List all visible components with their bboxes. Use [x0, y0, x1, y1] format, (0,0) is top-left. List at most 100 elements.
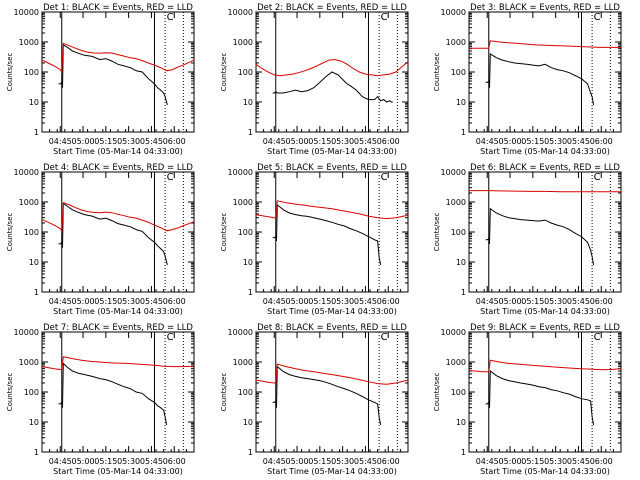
- series-lld-line: [469, 190, 621, 193]
- y-axis-label: Counts/sec: [433, 373, 441, 412]
- y-tick-label: 100: [451, 388, 466, 397]
- x-tick-label: 04:45: [49, 297, 72, 306]
- x-tick-label: 06:00: [163, 457, 186, 466]
- x-tick-label: 06:00: [590, 297, 613, 306]
- x-tick-label: 05:45: [567, 297, 590, 306]
- y-tick-label: 100: [238, 68, 253, 77]
- plot-frame: [41, 331, 195, 453]
- y-axis-label: Counts/sec: [433, 213, 441, 252]
- y-tick-label: 10000: [14, 328, 39, 337]
- y-axis-label: Counts/sec: [433, 53, 441, 92]
- x-tick-label: 06:00: [377, 137, 400, 146]
- chart-title: Det 4: BLACK = Events, RED = LLD: [43, 163, 193, 173]
- x-tick-label: 06:00: [163, 137, 186, 146]
- x-tick-label: 05:00: [72, 137, 95, 146]
- x-axis-label: Start Time (05-Mar-14 04:33:00): [267, 307, 397, 316]
- x-tick-label: 04:45: [49, 457, 72, 466]
- y-tick-label: 1: [461, 288, 466, 297]
- y-tick-label: 10: [456, 258, 466, 267]
- annotation-label: C: [594, 332, 601, 343]
- x-tick-label: 05:15: [308, 297, 331, 306]
- y-tick-label: 10000: [228, 168, 253, 177]
- y-axis-label: Counts/sec: [220, 213, 228, 252]
- x-tick-label: 05:15: [521, 137, 544, 146]
- y-tick-label: 10: [243, 418, 253, 427]
- x-tick-label: 05:15: [521, 297, 544, 306]
- plot-frame: [41, 11, 195, 133]
- chart-title: Det 9: BLACK = Events, RED = LLD: [470, 323, 620, 333]
- chart-panel-det-1: 1 10 100 1000 10000 04:45 05:00 05:15 05:30 05:45…: [6, 3, 195, 156]
- y-tick-label: 10000: [441, 8, 466, 17]
- y-axis-label: Counts/sec: [6, 213, 14, 252]
- x-tick-label: 05:30: [117, 457, 140, 466]
- x-tick-label: 05:45: [354, 457, 377, 466]
- series-lld-line: [255, 363, 409, 385]
- y-tick-label: 10: [29, 418, 39, 427]
- y-tick-label: 10: [243, 258, 253, 267]
- y-tick-label: 10000: [14, 8, 39, 17]
- x-tick-label: 05:30: [117, 137, 140, 146]
- chart-panel-det-9: 1 10 100 1000 10000 04:45 05:00 05:15 05:30 05:45…: [433, 323, 622, 476]
- x-tick-label: 04:45: [263, 137, 286, 146]
- series-events-line: [485, 53, 595, 105]
- chart-title: Det 1: BLACK = Events, RED = LLD: [43, 3, 193, 13]
- plot-frame: [255, 171, 409, 293]
- y-tick-label: 1000: [233, 358, 253, 367]
- annotation-label: C: [381, 332, 388, 343]
- series-events-line: [272, 71, 393, 103]
- y-tick-label: 10: [29, 98, 39, 107]
- x-tick-label: 05:45: [140, 297, 163, 306]
- x-tick-label: 05:30: [544, 457, 567, 466]
- x-tick-label: 06:00: [377, 297, 400, 306]
- x-tick-label: 05:45: [140, 137, 163, 146]
- x-tick-label: 06:00: [163, 297, 186, 306]
- chart-panel-det-8: 1 10 100 1000 10000 04:45 05:00 05:15 05:30 05:45…: [220, 323, 409, 476]
- series-events-line: [272, 365, 382, 425]
- x-tick-label: 05:30: [331, 457, 354, 466]
- x-tick-label: 05:15: [308, 457, 331, 466]
- chart-panel-det-4: 1 10 100 1000 10000 04:45 05:00 05:15 05:30 05:45…: [6, 163, 195, 316]
- series-events-line: [58, 202, 168, 266]
- series-events-line: [58, 362, 168, 425]
- plot-frame: [255, 331, 409, 453]
- y-tick-label: 1000: [233, 38, 253, 47]
- x-tick-label: 05:15: [308, 137, 331, 146]
- plot-frame: [468, 11, 622, 133]
- x-tick-label: 05:15: [94, 457, 117, 466]
- y-tick-label: 10000: [228, 8, 253, 17]
- series-lld-line: [255, 59, 409, 77]
- y-tick-label: 100: [238, 388, 253, 397]
- y-tick-label: 10: [243, 98, 253, 107]
- y-tick-label: 1: [34, 448, 39, 457]
- x-tick-label: 05:45: [354, 297, 377, 306]
- x-tick-label: 06:00: [590, 137, 613, 146]
- x-tick-label: 05:00: [499, 137, 522, 146]
- y-tick-label: 1: [248, 288, 253, 297]
- series-lld-line: [41, 42, 195, 74]
- y-tick-label: 1000: [19, 358, 39, 367]
- x-tick-label: 05:30: [331, 297, 354, 306]
- x-tick-label: 05:00: [72, 297, 95, 306]
- y-axis-label: Counts/sec: [6, 53, 14, 92]
- y-tick-label: 1: [248, 128, 253, 137]
- x-axis-label: Start Time (05-Mar-14 04:33:00): [480, 307, 610, 316]
- x-tick-label: 05:45: [354, 137, 377, 146]
- y-tick-label: 10000: [228, 328, 253, 337]
- series-events-line: [58, 44, 168, 106]
- annotation-label: C: [167, 12, 174, 23]
- y-tick-label: 1: [34, 288, 39, 297]
- x-tick-label: 05:30: [117, 297, 140, 306]
- chart-panel-det-5: 1 10 100 1000 10000 04:45 05:00 05:15 05:30 05:45…: [220, 163, 409, 316]
- x-axis-label: Start Time (05-Mar-14 04:33:00): [480, 467, 610, 476]
- y-tick-label: 1: [461, 128, 466, 137]
- chart-title: Det 6: BLACK = Events, RED = LLD: [470, 163, 620, 173]
- series-events-line: [272, 203, 382, 265]
- y-axis-label: Counts/sec: [220, 53, 228, 92]
- x-tick-label: 05:00: [72, 457, 95, 466]
- x-tick-label: 04:45: [476, 297, 499, 306]
- x-tick-label: 05:00: [286, 297, 309, 306]
- series-events-line: [485, 370, 595, 425]
- series-lld-line: [469, 40, 621, 49]
- plot-frame: [41, 171, 195, 293]
- x-axis-label: Start Time (05-Mar-14 04:33:00): [480, 147, 610, 156]
